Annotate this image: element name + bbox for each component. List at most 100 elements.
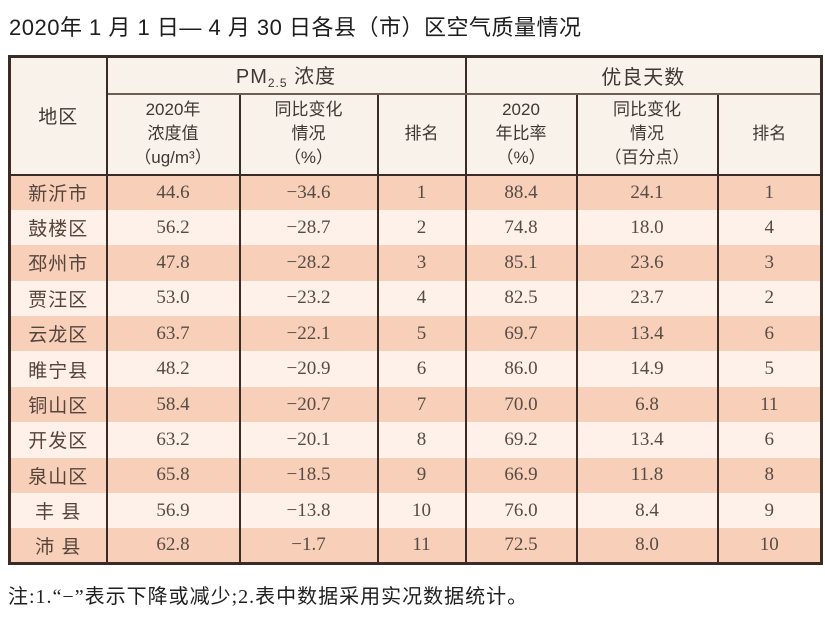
header-good-rank: 排名 — [716, 92, 823, 176]
pm-value-cell: 56.9 — [105, 493, 241, 529]
good-change-cell: 23.7 — [575, 280, 719, 317]
good-rank-cell: 6 — [716, 316, 823, 352]
pm25-subscript: 2.5 — [267, 76, 288, 91]
good-rank-cell: 5 — [716, 351, 823, 387]
good-ratio-cell: 82.5 — [464, 280, 578, 317]
pm-change-cell: −20.9 — [238, 351, 379, 387]
good-ratio-cell: 69.2 — [464, 422, 578, 458]
header-pm25-group: PM2.5 浓度 — [105, 55, 467, 95]
good-ratio-cell: 86.0 — [464, 351, 578, 387]
pm-rank-cell: 4 — [376, 280, 467, 317]
pm-value-cell: 47.8 — [105, 245, 241, 281]
good-rank-cell: 6 — [716, 422, 823, 458]
region-cell: 沛 县 — [8, 528, 108, 564]
pm-value-cell: 56.2 — [105, 209, 241, 246]
pm25-suffix: 浓度 — [287, 66, 337, 89]
pm-rank-cell: 9 — [376, 457, 467, 494]
region-cell: 泉山区 — [8, 457, 108, 494]
pm-value-cell: 65.8 — [105, 457, 241, 494]
table-header: 地区 PM2.5 浓度 优良天数 2020年 浓度值 （ug/m³） 同比变化 … — [8, 55, 823, 176]
footnote: 注:1.“−”表示下降或减少;2.表中数据采用实况数据统计。 — [8, 586, 529, 609]
pm-change-cell: −34.6 — [238, 174, 379, 210]
good-ratio-cell: 66.9 — [464, 457, 578, 494]
region-cell: 开发区 — [8, 422, 108, 458]
pm-value-cell: 48.2 — [105, 351, 241, 387]
good-change-cell: 8.0 — [575, 528, 719, 564]
pm-rank-cell: 3 — [376, 245, 467, 281]
table-row: 睢宁县 48.2 −20.9 6 86.0 14.9 5 — [8, 351, 823, 387]
pm-rank-cell: 1 — [376, 174, 467, 210]
good-change-cell: 13.4 — [575, 316, 719, 352]
pm-value-cell: 63.7 — [105, 316, 241, 352]
table-row: 邳州市 47.8 −28.2 3 85.1 23.6 3 — [8, 245, 823, 281]
table-row: 鼓楼区 56.2 −28.7 2 74.8 18.0 4 — [8, 209, 823, 246]
good-ratio-cell: 88.4 — [464, 174, 578, 210]
table-row: 铜山区 58.4 −20.7 7 70.0 6.8 11 — [8, 386, 823, 423]
table-row: 云龙区 63.7 −22.1 5 69.7 13.4 6 — [8, 316, 823, 352]
group-header-row: 地区 PM2.5 浓度 优良天数 — [8, 55, 823, 176]
pm-value-cell: 58.4 — [105, 386, 241, 423]
header-pm-value: 2020年 浓度值 （ug/m³） — [105, 92, 241, 176]
pm-change-cell: −28.2 — [238, 245, 379, 281]
pm-rank-cell: 2 — [376, 209, 467, 246]
pm-value-cell: 62.8 — [105, 528, 241, 564]
good-change-cell: 6.8 — [575, 386, 719, 423]
good-rank-cell: 10 — [716, 528, 823, 564]
header-region: 地区 — [8, 55, 108, 176]
sub-header-row: 2020年 浓度值 （ug/m³） 同比变化 情况 （%） 排名 2020 年比… — [10, 92, 823, 176]
good-rank-cell: 9 — [716, 493, 823, 529]
good-rank-cell: 8 — [716, 457, 823, 494]
table-row: 沛 县 62.8 −1.7 11 72.5 8.0 10 — [8, 528, 823, 564]
table-row: 新沂市 44.6 −34.6 1 88.4 24.1 1 — [8, 174, 823, 210]
pm-change-cell: −22.1 — [238, 316, 379, 352]
header-good-ratio: 2020 年比率 （%） — [464, 92, 578, 176]
good-change-cell: 18.0 — [575, 209, 719, 246]
good-ratio-cell: 76.0 — [464, 493, 578, 529]
region-cell: 铜山区 — [8, 386, 108, 423]
pm-rank-cell: 6 — [376, 351, 467, 387]
pm-change-cell: −28.7 — [238, 209, 379, 246]
good-rank-cell: 1 — [716, 174, 823, 210]
pm-change-cell: −13.8 — [238, 493, 379, 529]
region-cell: 新沂市 — [8, 174, 108, 210]
region-cell: 贾汪区 — [8, 280, 108, 317]
pm-rank-cell: 5 — [376, 316, 467, 352]
header-good-change: 同比变化 情况 （百分点） — [575, 92, 719, 176]
region-cell: 丰 县 — [8, 493, 108, 529]
good-ratio-cell: 69.7 — [464, 316, 578, 352]
pm-rank-cell: 8 — [376, 422, 467, 458]
air-quality-table: 地区 PM2.5 浓度 优良天数 2020年 浓度值 （ug/m³） 同比变化 … — [8, 55, 824, 566]
table-row: 贾汪区 53.0 −23.2 4 82.5 23.7 2 — [8, 280, 823, 317]
good-ratio-cell: 72.5 — [464, 528, 578, 564]
good-change-cell: 23.6 — [575, 245, 719, 281]
region-cell: 云龙区 — [8, 316, 108, 352]
pm-rank-cell: 7 — [376, 386, 467, 423]
header-pm-change: 同比变化 情况 （%） — [238, 92, 379, 176]
good-change-cell: 24.1 — [575, 174, 719, 210]
good-rank-cell: 2 — [716, 280, 823, 317]
header-pm-rank: 排名 — [376, 92, 467, 176]
pm-rank-cell: 10 — [376, 493, 467, 529]
region-cell: 邳州市 — [8, 245, 108, 281]
pm-change-cell: −1.7 — [238, 528, 379, 564]
pm-change-cell: −20.1 — [238, 422, 379, 458]
pm25-prefix: PM — [235, 66, 268, 89]
pm-value-cell: 63.2 — [105, 422, 241, 458]
pm-rank-cell: 11 — [376, 528, 467, 564]
pm-change-cell: −23.2 — [238, 280, 379, 317]
good-ratio-cell: 85.1 — [464, 245, 578, 281]
good-rank-cell: 11 — [716, 386, 823, 423]
good-change-cell: 14.9 — [575, 351, 719, 387]
pm-value-cell: 44.6 — [105, 174, 241, 210]
good-ratio-cell: 70.0 — [464, 386, 578, 423]
pm-change-cell: −18.5 — [238, 457, 379, 494]
good-rank-cell: 3 — [716, 245, 823, 281]
good-change-cell: 8.4 — [575, 493, 719, 529]
pm-value-cell: 53.0 — [105, 280, 241, 317]
table-body: 新沂市 44.6 −34.6 1 88.4 24.1 1 鼓楼区 56.2 −2… — [8, 174, 823, 564]
header-good-days-group: 优良天数 — [464, 55, 823, 95]
good-rank-cell: 4 — [716, 209, 823, 246]
good-change-cell: 13.4 — [575, 422, 719, 458]
region-cell: 鼓楼区 — [8, 209, 108, 246]
